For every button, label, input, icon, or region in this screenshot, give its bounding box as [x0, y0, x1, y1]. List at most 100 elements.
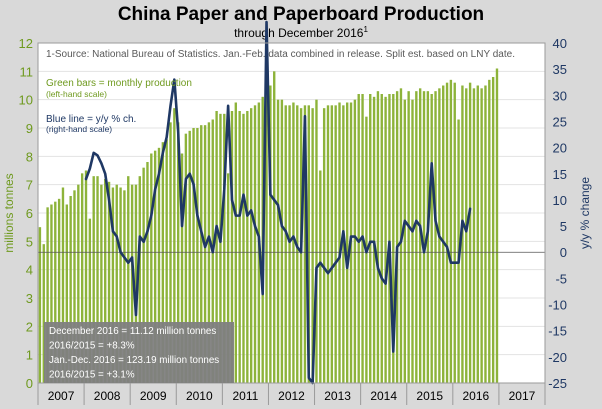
x-tick-label: 2007 — [48, 389, 75, 403]
production-bar — [192, 128, 195, 383]
x-tick-label: 2017 — [509, 389, 536, 403]
production-bar — [153, 150, 157, 383]
production-bar — [311, 108, 314, 384]
production-bar — [238, 111, 241, 383]
production-bar — [434, 91, 437, 384]
production-bar — [84, 170, 88, 383]
production-bar — [104, 179, 107, 383]
production-bar — [184, 133, 188, 383]
production-bar — [388, 94, 391, 383]
left-tick-label: 3 — [26, 291, 33, 306]
left-tick-label: 7 — [26, 178, 33, 193]
production-bar — [38, 227, 42, 383]
production-bar — [242, 113, 245, 383]
production-bar — [165, 139, 168, 383]
production-bar — [338, 102, 341, 383]
annotation-line: Jan.-Dec. 2016 = 123.19 million tonnes — [49, 355, 219, 366]
production-bar — [130, 184, 134, 383]
production-bar — [273, 71, 276, 383]
production-bar — [100, 184, 103, 383]
production-bar — [422, 91, 426, 384]
chart-title: China Paper and Paperboard Production — [117, 4, 485, 25]
production-bar — [80, 173, 84, 383]
production-bar — [96, 176, 99, 383]
legend-bars: Green bars = monthly production — [46, 78, 192, 89]
production-bar — [54, 201, 57, 383]
right-tick-label: 25 — [553, 114, 567, 129]
production-bar — [142, 167, 145, 383]
production-bar — [319, 170, 322, 383]
production-bar — [307, 105, 310, 383]
production-bar — [69, 196, 72, 383]
production-bar — [484, 85, 487, 383]
production-bar — [468, 82, 472, 384]
production-bar — [369, 94, 372, 383]
production-bar — [465, 88, 468, 383]
production-bar — [403, 99, 406, 384]
production-bar — [138, 176, 141, 383]
x-tick-label: 2010 — [186, 389, 213, 403]
yoy-change-line — [84, 20, 472, 385]
chart-subtitle-footnote-mark: 1 — [363, 25, 368, 34]
x-tick-label: 2015 — [416, 389, 443, 403]
left-tick-label: 9 — [26, 121, 33, 136]
right-tick-label: 0 — [560, 245, 567, 260]
production-bar — [442, 85, 445, 383]
left-tick-label: 12 — [19, 36, 33, 51]
production-bar — [411, 99, 414, 384]
production-bar — [107, 181, 111, 383]
plot-border — [37, 42, 546, 384]
right-tick-label: 5 — [560, 219, 567, 234]
production-bar — [111, 187, 115, 383]
right-tick-label: -25 — [548, 376, 567, 391]
production-bar — [346, 102, 349, 383]
production-bar — [418, 88, 422, 383]
production-bar — [488, 79, 491, 383]
production-bar — [445, 82, 449, 384]
right-tick-label: -15 — [548, 324, 567, 339]
annotation-line: 2016/2015 = +3.1% — [49, 370, 135, 381]
production-bar — [357, 94, 360, 383]
production-bar — [134, 184, 138, 383]
production-bar — [157, 147, 161, 383]
production-bar — [215, 111, 218, 383]
production-bar — [177, 122, 180, 383]
production-bar — [200, 125, 203, 384]
production-bar — [223, 113, 226, 383]
production-bar — [322, 108, 326, 384]
x-tick-label: 2009 — [140, 389, 167, 403]
production-bar — [61, 187, 65, 383]
production-bar — [326, 105, 330, 383]
production-bar — [495, 68, 499, 383]
right-tick-label: 15 — [553, 167, 567, 182]
production-bar — [292, 102, 295, 383]
production-bar — [46, 207, 49, 383]
left-tick-label: 0 — [26, 376, 33, 391]
annotation-line: 2016/2015 = +8.3% — [49, 341, 135, 352]
annotation-line: December 2016 = 11.12 million tonnes — [49, 326, 216, 337]
production-bar — [173, 108, 176, 384]
production-bar — [42, 244, 45, 383]
left-tick-label: 8 — [26, 149, 33, 164]
right-tick-label: 30 — [553, 88, 567, 103]
left-tick-label: 1 — [26, 348, 33, 363]
production-bar — [73, 190, 76, 383]
production-bar — [169, 122, 172, 383]
right-axis-label: y/y % change — [578, 177, 592, 249]
right-tick-label: 35 — [553, 62, 567, 77]
production-bar — [249, 108, 253, 384]
production-bar — [480, 88, 483, 383]
production-bar — [230, 111, 234, 383]
production-bar — [265, 91, 268, 384]
production-bar — [146, 162, 149, 383]
production-bar — [123, 190, 126, 383]
x-tick-label: 2011 — [233, 389, 259, 403]
production-bar — [372, 96, 376, 383]
production-bar — [150, 153, 153, 383]
left-tick-label: 6 — [26, 206, 33, 221]
production-bar — [395, 91, 399, 384]
production-bar — [269, 85, 272, 383]
right-tick-label: 40 — [553, 36, 567, 51]
production-bar — [203, 125, 207, 384]
